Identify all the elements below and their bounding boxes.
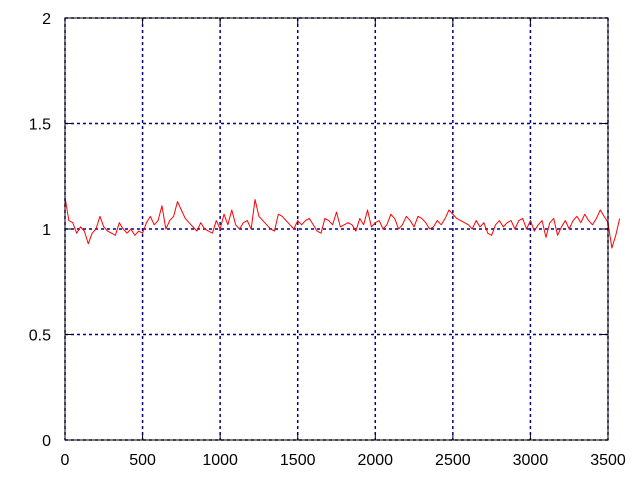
tick-labels: 0 500 1000 1500 2000 2500 3000 3500 0 0.5 1 1.5 2 — [29, 11, 626, 469]
axis-ticks — [64, 17, 609, 441]
y-tick-label: 1.5 — [29, 117, 51, 134]
x-tick-label: 2500 — [435, 452, 471, 469]
x-tick-label: 500 — [129, 452, 156, 469]
y-tick-label: 2 — [42, 11, 51, 28]
x-tick-label: 1000 — [202, 452, 238, 469]
x-tick-label: 1500 — [280, 452, 316, 469]
y-tick-label: 0 — [42, 433, 51, 450]
x-tick-label: 0 — [61, 452, 70, 469]
x-tick-label: 2000 — [357, 452, 393, 469]
y-tick-label: 0.5 — [29, 328, 51, 345]
x-tick-label: 3000 — [513, 452, 549, 469]
series-line — [64, 197, 621, 249]
series-layer — [64, 197, 621, 249]
y-tick-label: 1 — [42, 222, 51, 239]
x-tick-label: 3500 — [590, 452, 626, 469]
